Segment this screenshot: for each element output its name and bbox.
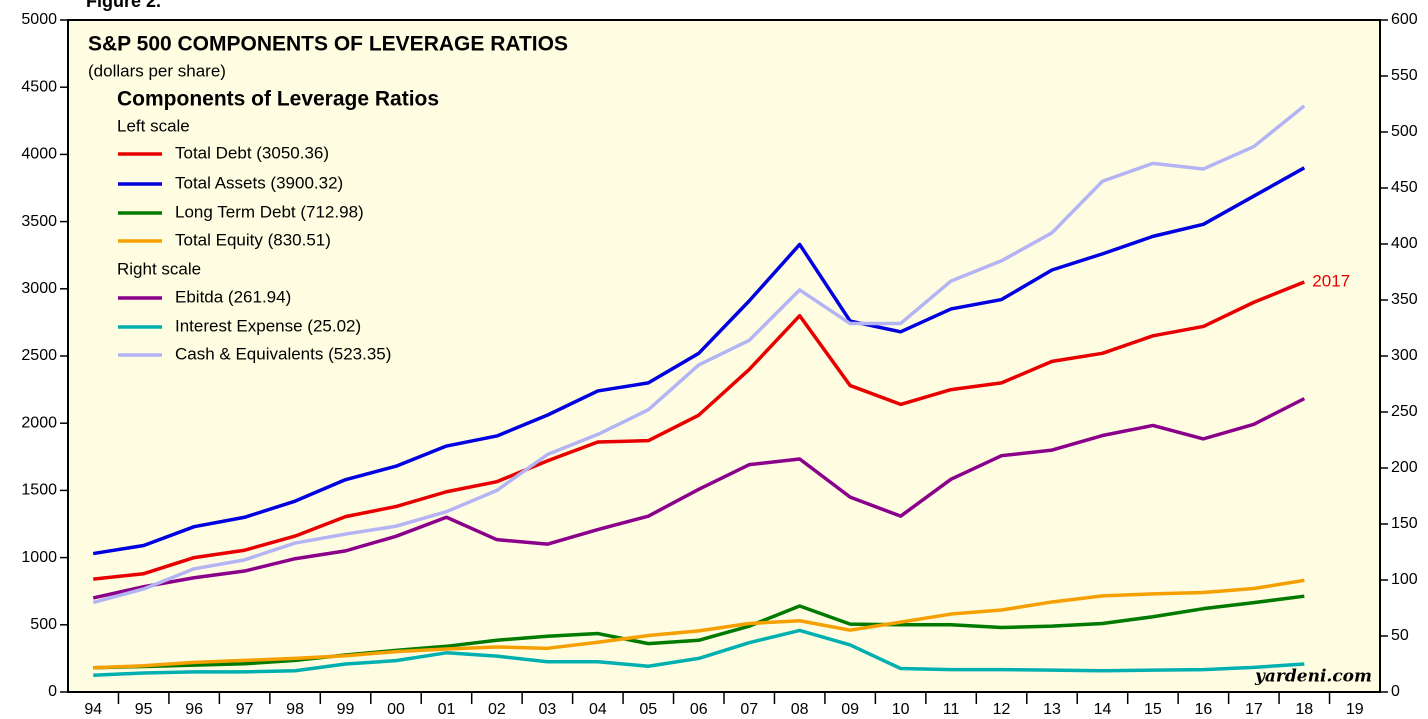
x-tick-label: 98 xyxy=(286,701,304,718)
x-tick-label: 07 xyxy=(740,701,758,718)
legend-title: Components of Leverage Ratios xyxy=(117,88,439,111)
series-line xyxy=(92,397,1306,600)
legend-label: Cash & Equivalents (523.35) xyxy=(175,344,391,363)
x-tick-label: 08 xyxy=(791,701,809,718)
y-tick-label: 5000 xyxy=(21,11,57,28)
x-tick-label: 94 xyxy=(84,701,102,718)
plot-area xyxy=(67,19,1381,693)
y-tick-label: 0 xyxy=(48,683,57,700)
y-tick-label: 500 xyxy=(30,616,57,633)
y2-tick-label: 150 xyxy=(1391,515,1418,532)
x-tick-label: 96 xyxy=(185,701,203,718)
y2-tick-label: 300 xyxy=(1391,347,1418,364)
y2-tick-label: 500 xyxy=(1391,123,1418,140)
y-tick-label: 2500 xyxy=(21,347,57,364)
x-tick-label: 09 xyxy=(841,701,859,718)
series-line xyxy=(93,628,1305,677)
figure-label: Figure 2. xyxy=(86,0,161,11)
x-tick-label: 12 xyxy=(993,701,1011,718)
x-tick-label: 02 xyxy=(488,701,506,718)
legend-label: Interest Expense (25.02) xyxy=(175,316,361,335)
x-tick-label: 95 xyxy=(135,701,153,718)
x-tick-label: 03 xyxy=(538,701,556,718)
y-tick-label: 4000 xyxy=(21,146,57,163)
x-tick-label: 19 xyxy=(1346,701,1364,718)
y2-tick-label: 350 xyxy=(1391,291,1418,308)
x-tick-label: 16 xyxy=(1194,701,1212,718)
x-tick-label: 97 xyxy=(236,701,254,718)
series-line xyxy=(93,594,1305,670)
legend-label: Ebitda (261.94) xyxy=(175,287,291,306)
y2-tick-label: 0 xyxy=(1391,683,1400,700)
x-tick-label: 00 xyxy=(387,701,405,718)
legend-label: Total Debt (3050.36) xyxy=(175,143,329,162)
x-tick-label: 06 xyxy=(690,701,708,718)
series-line xyxy=(92,104,1306,605)
x-tick-label: 17 xyxy=(1245,701,1263,718)
source: yardeni.com xyxy=(1254,667,1372,687)
y-tick-label: 2000 xyxy=(21,414,57,431)
y2-tick-label: 450 xyxy=(1391,179,1418,196)
x-tick-label: 11 xyxy=(943,701,960,718)
y-tick-label: 1000 xyxy=(21,549,57,566)
y-tick-label: 1500 xyxy=(21,482,57,499)
y2-tick-label: 550 xyxy=(1391,67,1418,84)
y2-tick-label: 250 xyxy=(1391,403,1418,420)
x-tick-label: 18 xyxy=(1295,701,1313,718)
y2-tick-label: 100 xyxy=(1391,571,1418,588)
series-line xyxy=(93,280,1305,581)
y-tick-label: 3000 xyxy=(21,280,57,297)
y2-tick-label: 400 xyxy=(1391,235,1418,252)
series-line xyxy=(93,578,1305,670)
y-tick-label: 4500 xyxy=(21,78,57,95)
legend-group: Right scale xyxy=(117,259,201,278)
y2-tick-label: 50 xyxy=(1391,627,1409,644)
chart-subtitle: (dollars per share) xyxy=(88,61,226,80)
legend-label: Long Term Debt (712.98) xyxy=(175,202,364,221)
legend-group: Left scale xyxy=(117,116,190,135)
y2-tick-label: 200 xyxy=(1391,459,1418,476)
x-tick-label: 04 xyxy=(589,701,607,718)
x-tick-label: 05 xyxy=(639,701,657,718)
chart-title: S&P 500 COMPONENTS OF LEVERAGE RATIOS xyxy=(88,33,568,56)
annotation: 2017 xyxy=(1312,272,1350,291)
x-tick-label: 13 xyxy=(1043,701,1061,718)
x-tick-label: 01 xyxy=(438,701,456,718)
x-tick-label: 99 xyxy=(337,701,355,718)
x-tick-label: 14 xyxy=(1094,701,1112,718)
y2-tick-label: 600 xyxy=(1391,11,1418,28)
series-line xyxy=(92,166,1306,556)
legend-label: Total Assets (3900.32) xyxy=(175,173,343,192)
x-tick-label: 15 xyxy=(1144,701,1162,718)
y-tick-label: 3500 xyxy=(21,213,57,230)
legend-label: Total Equity (830.51) xyxy=(175,230,331,249)
x-tick-label: 10 xyxy=(892,701,910,718)
